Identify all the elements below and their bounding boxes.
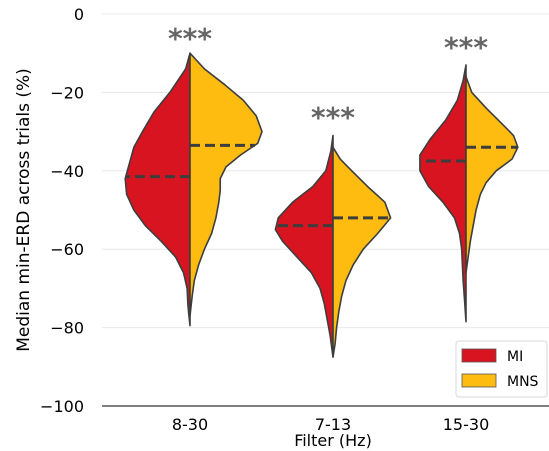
violin-half-mns	[189, 52, 263, 317]
violins	[124, 52, 519, 358]
x-tick-label: 7-13	[315, 415, 351, 434]
violin-half-mi	[124, 52, 191, 327]
legend-label-mi: MI	[507, 349, 523, 365]
violin-half-mi	[274, 134, 334, 358]
y-tick-label: −40	[50, 162, 84, 181]
y-tick-label: −20	[50, 83, 84, 102]
significance-marker: ***	[444, 31, 488, 64]
y-tick-label: −60	[50, 240, 84, 259]
y-axis-label: Median min-ERD across trials (%)	[14, 68, 34, 352]
x-axis-label: Filter (Hz)	[294, 431, 372, 450]
y-tick-label: −80	[50, 319, 84, 338]
significance-marker: ***	[311, 101, 355, 134]
x-tick-label: 15-30	[443, 415, 490, 434]
violin-half-mns	[332, 146, 392, 358]
x-tick-label: 8-30	[172, 415, 208, 434]
violin-half-mns	[465, 75, 519, 274]
violin-7-13	[274, 134, 392, 358]
violin-half-mi	[419, 64, 467, 323]
violin-15-30	[419, 64, 519, 323]
x-tick-labels: 8-30 7-13 15-30	[172, 415, 489, 434]
y-tick-label: 0	[74, 5, 84, 24]
significance-markers: *** *** ***	[168, 22, 488, 134]
legend-swatch-mns	[461, 373, 497, 388]
legend-label-mns: MNS	[507, 374, 539, 390]
violin-8-30	[124, 52, 263, 327]
legend: MI MNS	[455, 340, 548, 398]
y-tick-label: −100	[40, 397, 84, 416]
significance-marker: ***	[168, 22, 212, 55]
y-tick-labels: 0 −20 −40 −60 −80 −100	[40, 5, 84, 416]
legend-swatch-mi	[461, 348, 497, 363]
